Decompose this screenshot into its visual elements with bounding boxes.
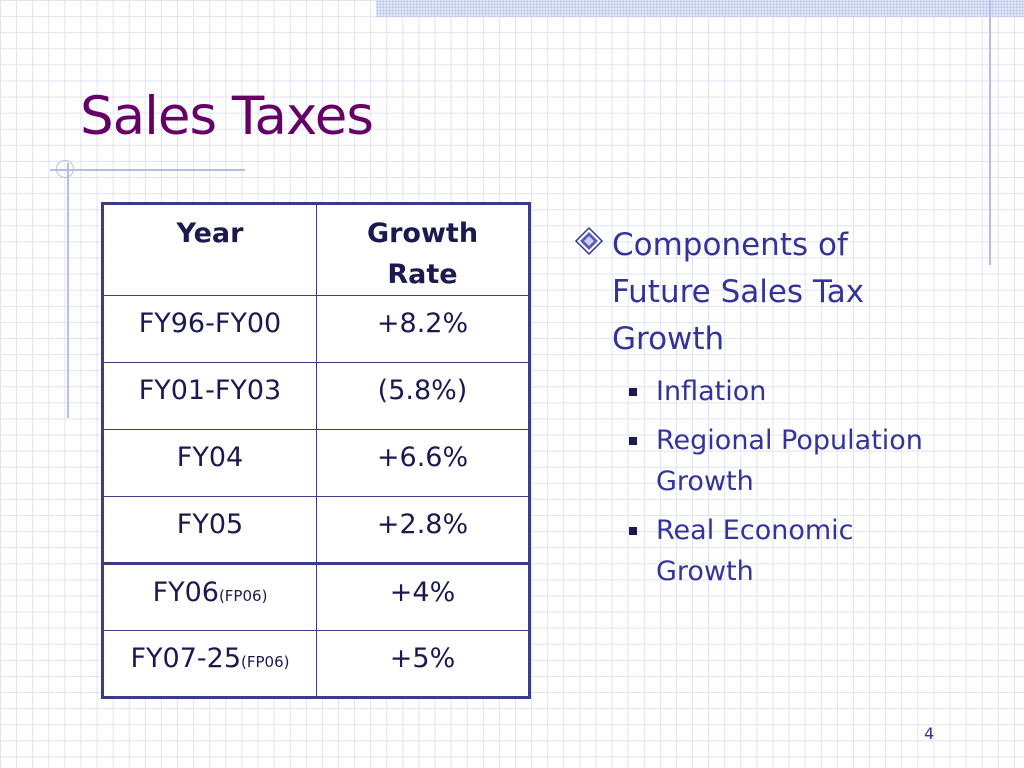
- year-cell: FY01-FY03: [102, 362, 317, 430]
- main-bullet-line1: Components of: [612, 227, 848, 263]
- right-decorative-line: [989, 0, 991, 265]
- left-decorative-line: [67, 163, 69, 418]
- rate-cell: +2.8%: [316, 496, 530, 564]
- table-row: FY07-25(FP06) +5%: [102, 630, 530, 698]
- year-cell: FY04: [102, 429, 317, 497]
- slide-title: Sales Taxes: [80, 86, 374, 147]
- rate-cell: +6.6%: [316, 429, 530, 497]
- year-text: FY06: [152, 577, 219, 608]
- title-underline: [50, 169, 245, 171]
- year-note: (FP06): [241, 653, 290, 671]
- rate-cell: (5.8%): [316, 362, 530, 430]
- square-bullet-icon: [629, 527, 637, 535]
- table-row: FY96-FY00 +8.2%: [102, 295, 530, 363]
- diamond-bullet-icon: [574, 226, 604, 256]
- year-note: (FP06): [218, 587, 268, 605]
- year-cell: FY05: [102, 496, 317, 564]
- table-row: FY05 +2.8%: [102, 496, 530, 564]
- header-year: Year: [102, 203, 317, 296]
- header-growth-line1: Growth: [366, 218, 479, 249]
- sub-bullet-text: Regional Population: [656, 425, 923, 456]
- sub-bullet-inflation: Inflation: [574, 371, 1014, 412]
- square-bullet-icon: [629, 388, 637, 396]
- header-growth-rate: Growth Rate: [316, 203, 530, 296]
- sub-bullet-text: Growth: [656, 466, 754, 497]
- rate-cell: +8.2%: [316, 295, 530, 363]
- table-row: FY01-FY03 (5.8%): [102, 362, 530, 430]
- rate-cell: +5%: [316, 630, 530, 698]
- table-row: FY06(FP06) +4%: [102, 562, 530, 631]
- growth-rate-table: Year Growth Rate FY96-FY00 +8.2% FY01-FY…: [101, 202, 531, 699]
- header-growth-line2: Rate: [387, 259, 458, 290]
- table-row: FY04 +6.6%: [102, 429, 530, 497]
- rate-cell: +4%: [316, 562, 530, 631]
- bullet-list: Components of Future Sales Tax Growth In…: [574, 222, 1014, 592]
- top-decorative-band: [376, 0, 1024, 17]
- main-bullet: Components of Future Sales Tax Growth: [574, 222, 1014, 363]
- page-number: 4: [924, 724, 935, 743]
- sub-bullet-text: Real Economic: [656, 515, 854, 546]
- year-cell: FY96-FY00: [102, 295, 317, 363]
- main-bullet-line2: Future Sales Tax: [612, 274, 865, 310]
- sub-bullet-text: Inflation: [656, 376, 767, 407]
- decorative-circle-icon: [56, 160, 74, 178]
- main-bullet-line3: Growth: [612, 321, 725, 357]
- sub-bullet-text: Growth: [656, 556, 754, 587]
- sub-bullet-population: Regional Population Growth: [574, 420, 1014, 502]
- year-text: FY07-25: [130, 643, 241, 674]
- sub-bullet-economic: Real Economic Growth: [574, 510, 1014, 592]
- square-bullet-icon: [629, 437, 637, 445]
- year-cell: FY07-25(FP06): [102, 630, 317, 698]
- year-cell: FY06(FP06): [102, 562, 317, 631]
- table-header-row: Year Growth Rate: [102, 203, 530, 296]
